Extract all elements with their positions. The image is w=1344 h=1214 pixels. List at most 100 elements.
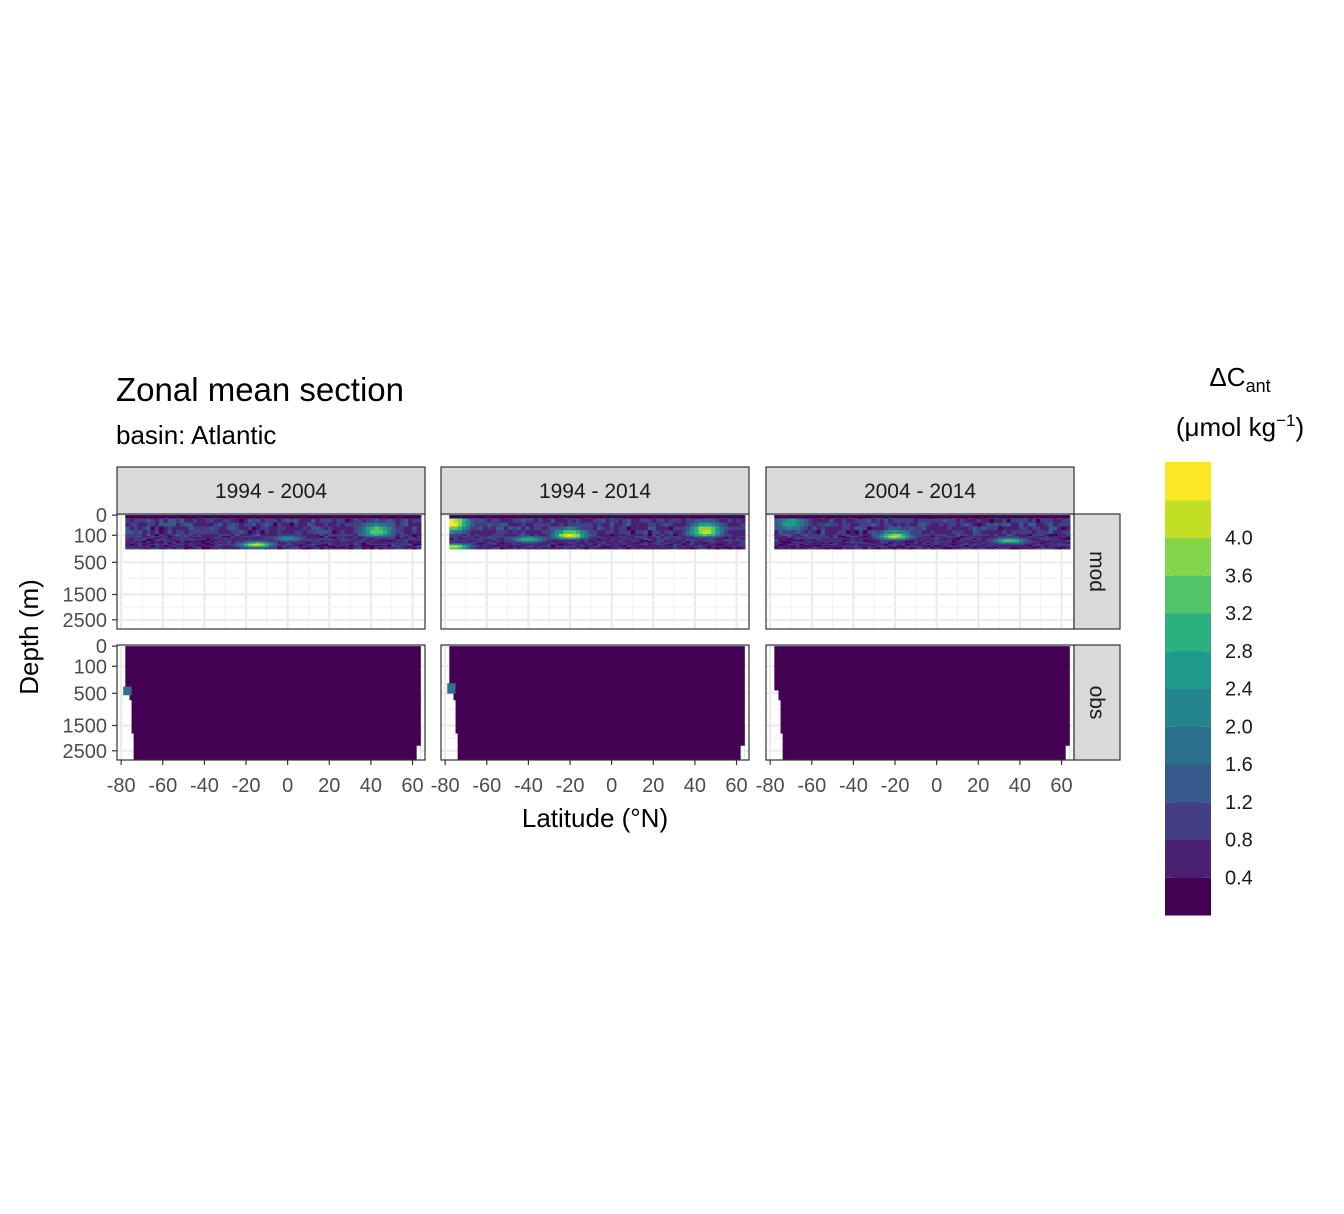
heatmap-cell — [563, 534, 569, 537]
heatmap-cell — [361, 547, 367, 550]
heatmap-cell — [1048, 522, 1054, 528]
heatmap-cell — [235, 543, 240, 546]
heatmap-cell — [643, 544, 649, 547]
heatmap-cell — [782, 530, 788, 535]
heatmap-cell — [382, 536, 388, 538]
heatmap-cell — [656, 543, 662, 546]
heatmap-cell — [575, 526, 581, 531]
heatmap-cell — [504, 534, 510, 537]
heatmap-cell — [694, 539, 699, 542]
heatmap-cell — [336, 530, 342, 535]
heatmap-cell — [374, 546, 380, 549]
heatmap-cell — [1010, 543, 1016, 546]
heatmap-cell — [723, 534, 729, 537]
heatmap-cell — [150, 539, 156, 542]
heatmap-cell — [277, 539, 283, 542]
heatmap-cell — [871, 530, 877, 535]
heatmap-cell — [408, 546, 413, 549]
heatmap-cell — [922, 534, 927, 537]
heatmap-cell — [197, 526, 202, 531]
heatmap-cell — [559, 530, 564, 535]
heatmap-cell — [382, 537, 388, 540]
heatmap-cell — [875, 543, 881, 546]
heatmap-cell — [795, 538, 801, 541]
heatmap-cell — [361, 537, 367, 540]
colorbar-swatch — [1165, 726, 1211, 765]
heatmap-cell — [1023, 543, 1029, 546]
heatmap-cell — [833, 518, 839, 524]
heatmap-cell — [243, 536, 249, 538]
heatmap-cell — [213, 537, 219, 540]
heatmap-cell — [412, 522, 418, 528]
heatmap-cell — [618, 541, 624, 544]
heatmap-cell — [294, 534, 300, 537]
heatmap-cell — [782, 542, 788, 545]
heatmap-cell — [209, 543, 215, 546]
heatmap-cell — [930, 544, 936, 547]
heatmap-cell — [938, 539, 944, 542]
heatmap-cell — [457, 539, 463, 542]
heatmap-cell — [449, 537, 455, 540]
heatmap-cell — [167, 542, 173, 545]
heatmap-cell — [222, 544, 228, 547]
heatmap-cell — [943, 537, 949, 540]
heatmap-cell — [268, 526, 274, 531]
heatmap-cell — [841, 536, 847, 538]
heatmap-cell — [786, 518, 792, 524]
heatmap-cell — [635, 547, 640, 550]
heatmap-cell — [357, 522, 363, 528]
heatmap-cell — [917, 537, 923, 540]
heatmap-cell — [218, 547, 224, 550]
heatmap-cell — [711, 534, 716, 537]
heatmap-cell — [495, 518, 501, 524]
heatmap-cell — [858, 534, 864, 537]
heatmap-cell — [976, 537, 982, 540]
heatmap-cell — [947, 542, 953, 545]
heatmap-cell — [125, 534, 131, 537]
heatmap-cell — [875, 542, 881, 545]
heatmap-cell — [546, 526, 552, 531]
heatmap-cell — [799, 544, 805, 547]
heatmap-cell — [508, 536, 514, 538]
heatmap-cell — [512, 547, 518, 550]
heatmap-cell — [487, 518, 493, 524]
heatmap-cell — [791, 543, 797, 546]
heatmap-cell — [580, 547, 586, 550]
heatmap-cell — [1031, 537, 1037, 540]
heatmap-cell — [461, 544, 467, 547]
heatmap-cell — [137, 536, 143, 538]
heatmap-cell — [391, 542, 397, 545]
heatmap-cell — [664, 547, 670, 550]
heatmap-cell — [702, 526, 708, 531]
heatmap-cell — [575, 537, 581, 540]
colorbar-label: 3.2 — [1225, 603, 1253, 625]
heatmap-cell — [592, 542, 598, 545]
heatmap-cell — [698, 534, 704, 537]
heatmap-cell — [867, 538, 873, 541]
heatmap-cell — [197, 537, 202, 540]
heatmap-cell — [651, 526, 657, 531]
heatmap-cell — [664, 544, 670, 547]
heatmap-cell — [580, 536, 586, 538]
heatmap-cell — [998, 539, 1003, 542]
heatmap-cell — [243, 534, 249, 537]
heatmap-cell — [289, 543, 295, 546]
heatmap-cell — [374, 522, 380, 528]
heatmap-cell — [968, 537, 974, 540]
heatmap-cell — [374, 544, 380, 547]
colorbar-swatch — [1165, 764, 1211, 803]
heatmap-cell — [235, 546, 240, 549]
heatmap-cell — [1048, 518, 1054, 524]
heatmap-cell — [689, 541, 695, 544]
heatmap-cell — [597, 518, 602, 524]
heatmap-cell — [694, 537, 699, 540]
heatmap-cell — [643, 547, 649, 550]
heatmap-cell — [349, 538, 354, 541]
heatmap-cell — [243, 526, 249, 531]
heatmap-cell — [416, 530, 422, 535]
heatmap-cell — [664, 536, 670, 538]
heatmap-cell — [273, 534, 278, 537]
heatmap-cell — [395, 541, 401, 544]
heatmap-cell — [812, 546, 818, 549]
heatmap-cell — [871, 546, 877, 549]
